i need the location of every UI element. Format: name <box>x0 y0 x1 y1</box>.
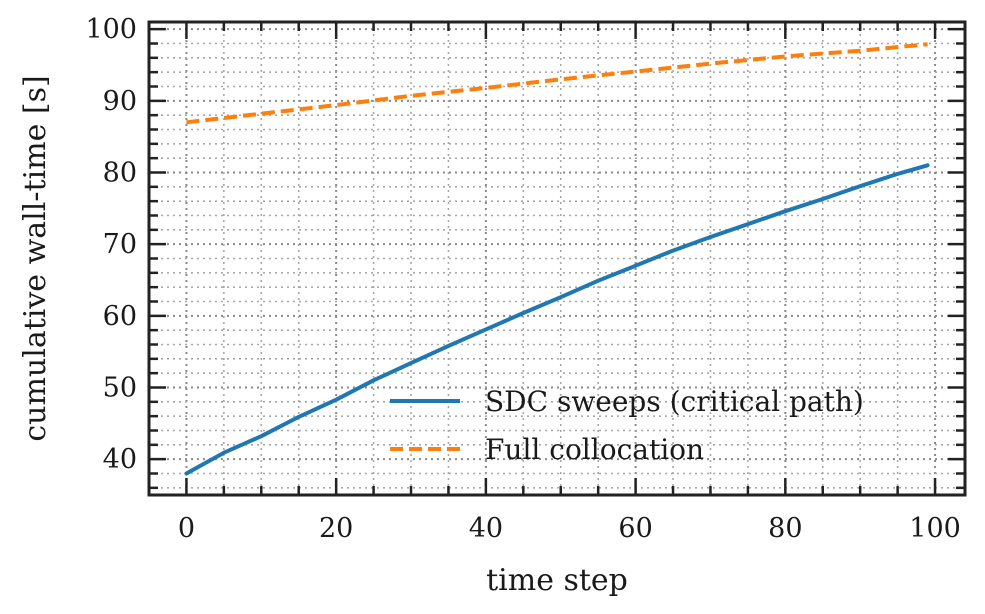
x-tick-label: 80 <box>768 513 802 544</box>
x-tick-label: 60 <box>618 513 652 544</box>
y-tick-label: 100 <box>85 14 137 45</box>
x-tick-label: 100 <box>909 513 961 544</box>
x-tick-label: 0 <box>178 513 195 544</box>
grid-lines <box>149 22 965 495</box>
x-axis-label: time step <box>486 563 628 598</box>
series-line-sdc-sweeps <box>184 163 930 476</box>
y-tick-label: 50 <box>103 373 137 404</box>
x-tick-label: 40 <box>469 513 503 544</box>
plot-series <box>184 42 930 476</box>
x-tick-label: 20 <box>319 513 353 544</box>
y-tick-label: 60 <box>103 301 137 332</box>
legend-label-collocation: Full collocation <box>485 433 704 466</box>
y-axis-label: cumulative wall-time [s] <box>18 75 53 441</box>
y-tick-label: 80 <box>103 158 137 189</box>
series-line-full-collocation <box>186 42 928 125</box>
y-tick-label: 90 <box>103 86 137 117</box>
y-tick-label: 40 <box>103 444 137 475</box>
axis-ticks: 0 20 40 60 80 100 40 50 60 70 80 90 100 <box>85 14 965 544</box>
legend: SDC sweeps (critical path) Full collocat… <box>390 385 864 466</box>
legend-label-sdc: SDC sweeps (critical path) <box>485 385 864 418</box>
y-tick-label: 70 <box>103 229 137 260</box>
